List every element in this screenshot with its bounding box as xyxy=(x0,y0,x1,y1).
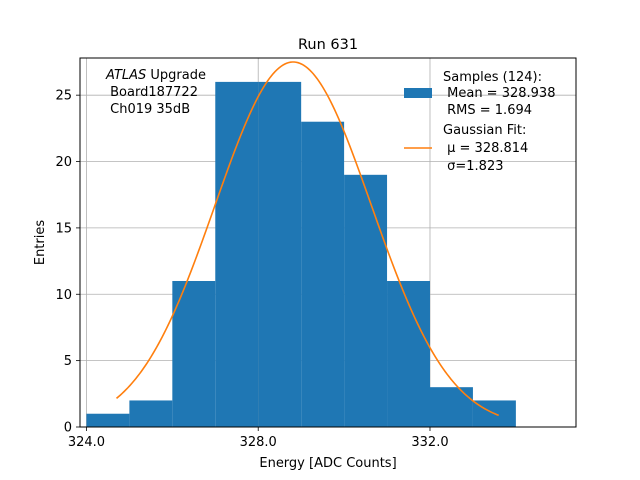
legend-fit-mu: μ = 328.814 xyxy=(443,141,528,156)
annotation-channel: Ch019 35dB xyxy=(106,102,190,117)
histogram-bar xyxy=(344,174,388,427)
legend: Samples (124): Mean = 328.938 RMS = 1.69… xyxy=(404,70,555,174)
y-tick-label: 25 xyxy=(55,89,72,104)
legend-samples-mean: Mean = 328.938 xyxy=(443,86,555,101)
gaussian-fit xyxy=(115,61,499,417)
y-axis-label: Entries xyxy=(33,220,48,266)
histogram-bars xyxy=(86,81,516,428)
histogram-bar xyxy=(129,400,173,427)
annotation-line-1: ATLAS Upgrade xyxy=(105,68,206,83)
y-tick-label: 20 xyxy=(55,155,72,170)
x-tick-label: 332.0 xyxy=(411,435,448,450)
legend-samples-rms: RMS = 1.694 xyxy=(443,103,532,118)
legend-fit-title: Gaussian Fit: xyxy=(443,123,526,138)
atlas-annotation: ATLAS Upgrade Board187722 Ch019 35dB xyxy=(105,68,206,117)
legend-samples-swatch xyxy=(404,88,432,98)
fit-curve xyxy=(115,61,499,417)
histogram-bar xyxy=(258,81,302,427)
y-tick-label: 0 xyxy=(64,421,72,436)
chart-title: Run 631 xyxy=(298,37,358,53)
y-tick-label: 10 xyxy=(55,288,72,303)
legend-samples-title: Samples (124): xyxy=(443,70,542,85)
histogram-bar xyxy=(429,387,473,427)
x-axis-label: Energy [ADC Counts] xyxy=(259,456,396,471)
histogram-bar xyxy=(172,280,216,427)
annotation-atlas: ATLAS xyxy=(105,68,146,83)
x-axis-ticks: 324.0 328.0 332.0 xyxy=(68,427,449,450)
annotation-upgrade: Upgrade xyxy=(146,68,206,83)
histogram-bar xyxy=(86,413,130,427)
x-tick-label: 324.0 xyxy=(68,435,105,450)
annotation-board: Board187722 xyxy=(106,85,198,100)
x-tick-label: 328.0 xyxy=(240,435,277,450)
plot-frame xyxy=(79,57,577,428)
y-tick-label: 15 xyxy=(55,221,72,236)
y-tick-label: 5 xyxy=(64,354,72,369)
histogram-bar xyxy=(215,81,259,427)
legend-fit-sigma: σ=1.823 xyxy=(443,159,503,174)
y-axis-ticks: 0 5 10 15 20 25 xyxy=(55,89,80,436)
histogram-bar xyxy=(301,121,345,428)
